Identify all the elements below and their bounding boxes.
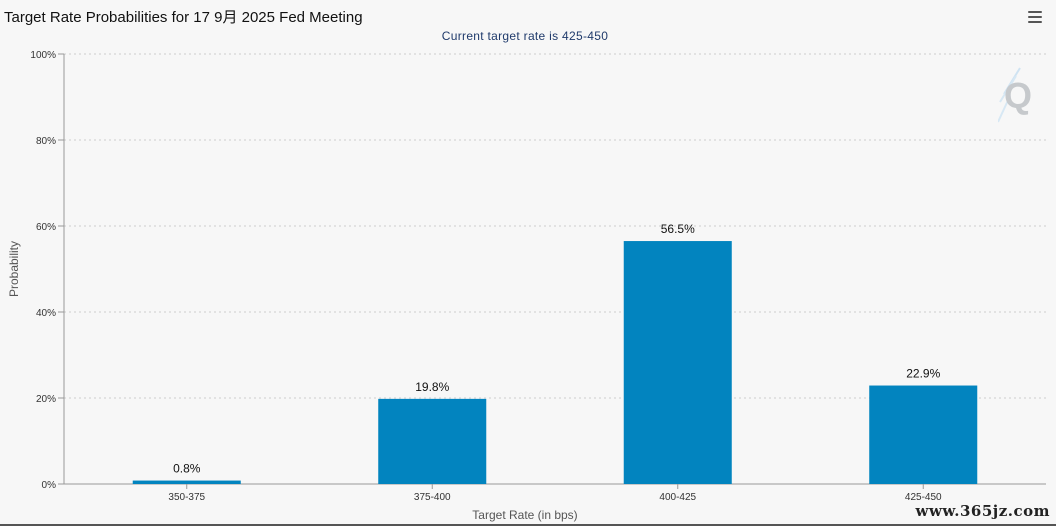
y-axis-title: Probability [7,241,21,297]
x-axis-title: Target Rate (in bps) [472,508,577,522]
x-tick-label: 375-400 [414,492,451,503]
y-tick-label: 100% [30,50,56,61]
y-tick-label: 80% [36,136,56,147]
svg-text:Q: Q [1004,75,1032,116]
data-label: 0.8% [173,462,201,476]
bar-400-425 [623,241,732,484]
x-tick-label: 350-375 [168,492,205,503]
chart-title: Target Rate Probabilities for 17 9月 2025… [4,9,363,26]
hamburger-menu-icon[interactable] [1028,11,1042,23]
y-tick-label: 0% [42,480,57,491]
q-logo-icon: Q [998,67,1032,123]
y-tick-label: 40% [36,308,56,319]
y-tick-label: 60% [36,222,56,233]
x-tick-label: 400-425 [659,492,696,503]
y-tick-label: 20% [36,394,56,405]
bar-375-400 [378,398,487,484]
data-label: 22.9% [906,367,940,381]
watermark-text: www.365jz.com [915,502,1050,520]
bar-350-375 [132,480,241,484]
data-label: 19.8% [415,380,449,394]
chart-subtitle: Current target rate is 425-450 [441,29,609,43]
x-tick-label: 425-450 [905,492,942,503]
bar-425-450 [869,385,978,484]
data-label: 56.5% [661,222,695,236]
